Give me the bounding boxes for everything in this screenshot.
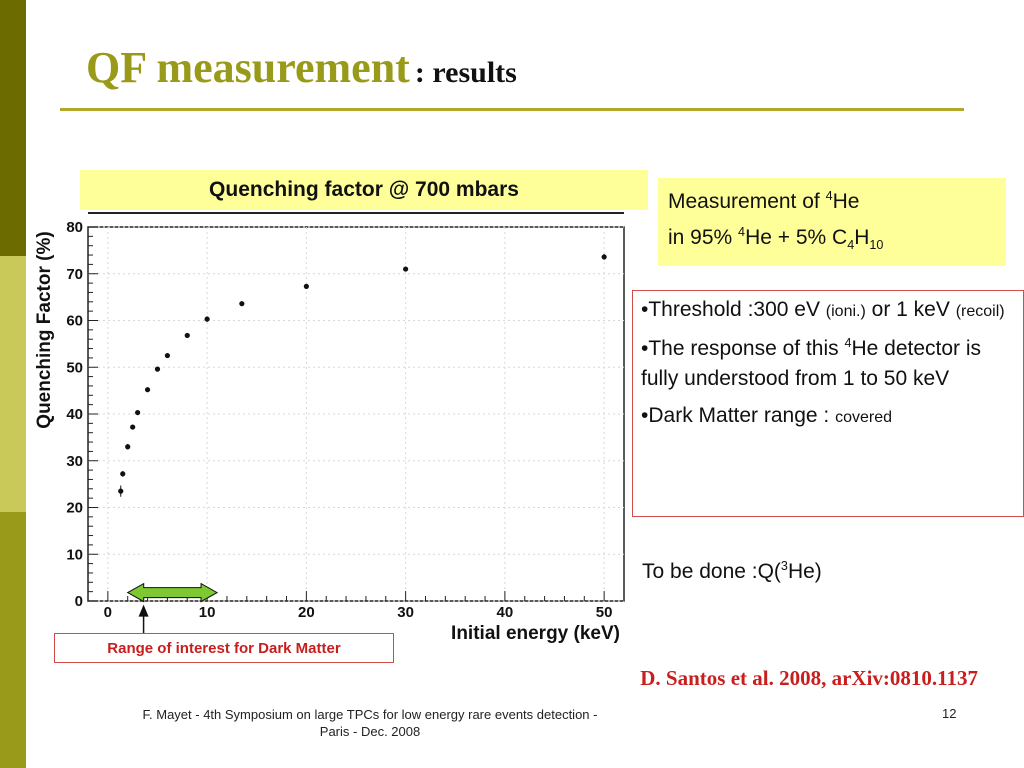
data-point	[303, 283, 309, 289]
y-tick-label: 80	[66, 219, 83, 236]
footer-line1: F. Mayet - 4th Symposium on large TPCs f…	[142, 707, 598, 722]
data-point	[204, 316, 210, 322]
bullet-dark-matter: •Dark Matter range : covered	[641, 404, 893, 427]
y-tick-label: 60	[66, 313, 83, 330]
chart-frame-top	[88, 212, 624, 214]
data-point	[184, 332, 190, 339]
x-tick-label: 40	[497, 604, 514, 621]
bullet-threshold: •Threshold :300 eV (ioni.) or 1 keV (rec…	[641, 298, 1005, 321]
x-tick-label: 10	[199, 604, 216, 621]
y-axis-label: Quenching Factor (%)	[34, 231, 55, 428]
slide-title-suffix: : results	[414, 56, 517, 89]
data-point	[125, 444, 131, 450]
data-point	[403, 266, 409, 272]
plot-ticks: 0 10 20 30 40 50 0 10 20 30 40 50 60 70 80	[66, 219, 625, 621]
chart-title: Quenching factor @ 700 mbars	[80, 170, 648, 210]
footer-line2: Paris - Dec. 2008	[319, 724, 421, 739]
citation: D. Santos et al. 2008, arXiv:0810.1137	[640, 666, 978, 690]
slide-title: QF measurement : results	[86, 42, 517, 93]
measurement-note-line2: in 95% 4He + 5% C4H10	[668, 225, 884, 253]
slide-title-main: QF measurement	[86, 43, 410, 92]
accent-bar-bottom	[0, 512, 26, 768]
plot-grid	[88, 226, 624, 602]
y-tick-label: 70	[66, 266, 83, 283]
page-number: 12	[942, 706, 957, 721]
data-point	[154, 366, 161, 372]
title-divider	[60, 108, 964, 111]
y-tick-label: 50	[66, 359, 83, 376]
accent-bar-middle	[0, 256, 26, 512]
data-point	[239, 301, 245, 307]
to-do-note: To be done :Q(3He)	[642, 559, 822, 583]
data-point	[120, 471, 126, 477]
data-point	[164, 352, 171, 359]
data-point	[135, 409, 141, 416]
measurement-note: Measurement of 4He in 95% 4He + 5% C4H10	[658, 178, 1006, 266]
x-tick-label: 50	[596, 604, 613, 621]
accent-bar-top	[0, 0, 26, 256]
data-points	[118, 254, 607, 497]
data-point	[130, 424, 136, 430]
range-of-interest-label: Range of interest for Dark Matter	[54, 633, 394, 663]
x-tick-label: 20	[298, 604, 315, 621]
measurement-note-line1: Measurement of 4He	[668, 189, 860, 213]
x-axis-label: Initial energy (keV)	[451, 623, 620, 644]
dark-matter-range-annotation	[126, 582, 219, 633]
y-tick-label: 40	[66, 406, 83, 423]
y-tick-label: 0	[75, 593, 83, 610]
bullet-response: •The response of this 4He detector is fu…	[641, 336, 982, 390]
x-tick-label: 30	[397, 604, 414, 621]
data-point	[601, 254, 607, 260]
y-tick-label: 20	[66, 500, 83, 517]
double-headed-range-arrow	[126, 582, 219, 603]
y-tick-label: 30	[66, 453, 83, 470]
findings-list: •Threshold :300 eV (ioni.) or 1 keV (rec…	[632, 290, 1024, 517]
data-point	[144, 387, 151, 393]
y-tick-label: 10	[66, 546, 83, 563]
footer: F. Mayet - 4th Symposium on large TPCs f…	[60, 706, 680, 740]
x-tick-label: 0	[104, 604, 112, 621]
pointer-arrow-head	[138, 604, 149, 617]
data-point	[118, 488, 124, 494]
